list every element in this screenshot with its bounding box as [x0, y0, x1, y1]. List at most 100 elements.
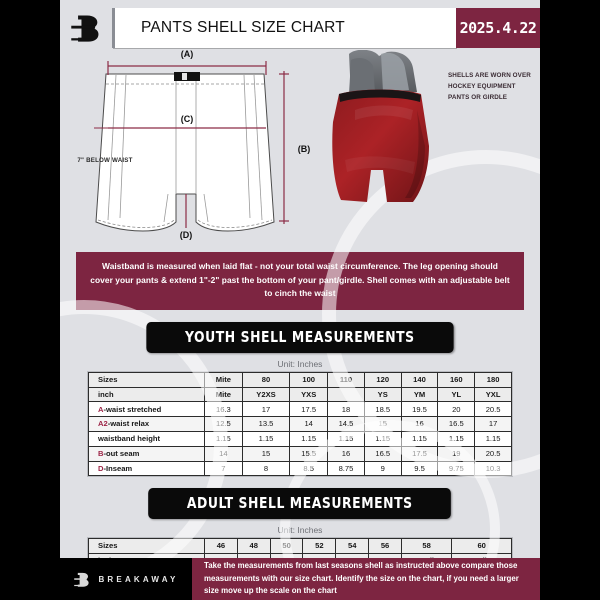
- table-cell: 14: [289, 416, 329, 432]
- table-cell: 14.5: [327, 416, 365, 432]
- svg-text:(C): (C): [181, 114, 194, 124]
- table-cell: 20.5: [474, 401, 512, 418]
- page-title: PANTS SHELL SIZE CHART: [112, 8, 456, 48]
- table-cell: 9.5: [400, 460, 439, 477]
- table-cell: 180: [474, 371, 512, 388]
- table-cell: 17: [474, 416, 512, 432]
- table-row: inch Mite Y2XS YXS YS YM YL YXL: [88, 386, 512, 403]
- row-label: A2-waist relax: [88, 416, 205, 432]
- adult-unit-label: Unit: Inches: [277, 525, 323, 536]
- table-cell: 46: [204, 538, 238, 555]
- table-cell: 18: [327, 401, 365, 418]
- table-cell: 56: [368, 538, 402, 555]
- footer-instructions: Take the measurements from last seasons …: [192, 558, 540, 600]
- table-cell: YXS: [289, 386, 329, 403]
- page-title-text: PANTS SHELL SIZE CHART: [141, 19, 345, 36]
- table-cell: 58: [400, 538, 453, 555]
- table-cell: 19.5: [400, 401, 439, 418]
- row-label: waistband height: [88, 430, 205, 447]
- table-cell: Mite: [204, 386, 243, 403]
- measurement-code: A2: [98, 419, 108, 429]
- adult-banner-label: ADULT SHELL MEASUREMENTS: [148, 488, 452, 520]
- table-cell: 50: [269, 538, 304, 555]
- table-cell: 16: [400, 416, 439, 432]
- row-label: Sizes: [88, 538, 205, 555]
- table-row: B-out seam 14 15 15.5 16 16.5 17.5 19 20.5: [88, 445, 512, 462]
- adult-section-header: ADULT SHELL MEASUREMENTS: [60, 488, 540, 520]
- table-cell: 110: [327, 371, 365, 388]
- table-cell: 120: [363, 371, 402, 388]
- brand-logo: [60, 8, 112, 48]
- measurement-code: D: [98, 463, 104, 473]
- below-waist-label: 7" BELOW WAIST: [77, 157, 133, 164]
- table-cell: Y2XS: [241, 386, 291, 403]
- table-cell: Mite: [204, 371, 243, 388]
- table-cell: 1.15: [204, 430, 243, 447]
- measurement-code: B: [98, 448, 104, 458]
- table-cell: 16: [327, 445, 365, 462]
- table-cell: 8: [241, 460, 291, 477]
- footer-brand-name: BREAKAWAY: [98, 574, 179, 584]
- row-label: A-waist stretched: [88, 401, 205, 418]
- pants-shell-line-drawing: (A) (B) (C) (D): [94, 49, 311, 240]
- table-cell: 52: [302, 538, 337, 555]
- table-cell: 1.15: [289, 430, 329, 447]
- date-badge: 2025.4.22: [456, 8, 540, 48]
- table-cell: 48: [236, 538, 271, 555]
- table-cell: 9.75: [437, 460, 476, 477]
- table-cell: 1.15: [400, 430, 439, 447]
- table-row: A-waist stretched 16.3 17 17.5 18 18.5 19.5 20 2…: [88, 401, 512, 418]
- table-cell: 160: [437, 371, 476, 388]
- table-cell: 17: [241, 401, 291, 418]
- svg-text:(D): (D): [180, 230, 193, 240]
- table-cell: 19: [437, 445, 476, 462]
- table-cell: 100: [289, 371, 329, 388]
- table-row: Sizes Mite 80 100 110 120 140 160 180: [88, 371, 512, 388]
- table-row: D-Inseam 7 8 8.5 8.75 9 9.5 9.75 10.3: [88, 460, 512, 477]
- table-cell: 1.15: [474, 430, 512, 447]
- table-cell: 15: [241, 445, 291, 462]
- table-cell: 20: [437, 401, 476, 418]
- table-row: A2-waist relax 12.5 13.5 14 14.5 15 16 16.5 17: [88, 416, 512, 432]
- table-cell: 13.5: [241, 416, 291, 432]
- row-label: Sizes: [88, 371, 205, 388]
- table-cell: 1.15: [241, 430, 291, 447]
- table-cell: 12.5: [204, 416, 243, 432]
- youth-section-header: YOUTH SHELL MEASUREMENTS: [60, 321, 540, 353]
- table-cell: 7: [204, 460, 243, 477]
- table-cell: 1.15: [437, 430, 476, 447]
- table-cell: 10.3: [474, 460, 512, 477]
- table-cell: 1.15: [327, 430, 365, 447]
- table-cell: 8.5: [289, 460, 329, 477]
- product-photo: [332, 50, 429, 202]
- waistband-note: Waistband is measured when laid flat - n…: [76, 252, 524, 310]
- size-chart-page: PANTS SHELL SIZE CHART 2025.4.22: [60, 0, 540, 600]
- table-cell: 16.5: [437, 416, 476, 432]
- table-cell: 16.3: [204, 401, 243, 418]
- table-cell: YM: [400, 386, 439, 403]
- table-cell: YL: [437, 386, 476, 403]
- table-cell: 60: [451, 538, 512, 555]
- table-cell: 17.5: [289, 401, 329, 418]
- svg-text:(B): (B): [298, 144, 311, 154]
- row-label: B-out seam: [88, 445, 205, 462]
- breakaway-b-icon: [74, 572, 90, 587]
- photo-note: SHELLS ARE WORN OVER HOCKEY EQUIPMENT PA…: [448, 72, 531, 102]
- youth-banner-label: YOUTH SHELL MEASUREMENTS: [146, 321, 454, 353]
- svg-text:(A): (A): [181, 49, 194, 59]
- table-cell: 15: [363, 416, 402, 432]
- measurement-code: A: [98, 404, 104, 414]
- row-label: D-Inseam: [88, 460, 205, 477]
- table-cell: 54: [335, 538, 370, 555]
- table-cell: 8.75: [327, 460, 365, 477]
- measurement-diagram: (A) (B) (C) (D) 7" BELOW WAIST: [60, 48, 540, 248]
- table-cell: 18.5: [363, 401, 402, 418]
- breakaway-b-icon: [71, 15, 99, 42]
- table-cell: [327, 386, 365, 403]
- table-cell: 140: [400, 371, 439, 388]
- page-footer: BREAKAWAY Take the measurements from las…: [60, 558, 540, 600]
- table-cell: 16.5: [363, 445, 402, 462]
- footer-brand: BREAKAWAY: [60, 558, 192, 600]
- table-cell: YXL: [474, 386, 512, 403]
